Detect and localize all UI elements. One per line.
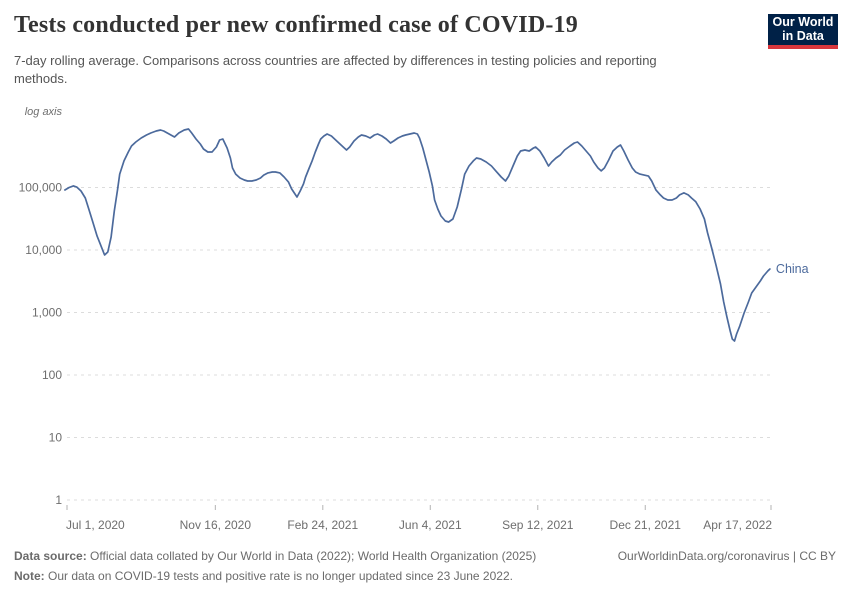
note-text: Note: Our data on COVID-19 tests and pos… [14, 569, 513, 583]
y-axis-tick-label: 1 [55, 493, 62, 507]
y-axis-tick-label: 1,000 [32, 306, 62, 320]
chart-subtitle: 7-day rolling average. Comparisons acros… [14, 53, 657, 86]
line-chart-canvas[interactable]: 100,000 10,000 1,000 100 10 1 log axis Jul 1, 2… [0, 0, 850, 545]
owid-logo-line1: Our World [772, 15, 834, 29]
x-axis-tick-label: Apr 17, 2022 [703, 518, 772, 532]
log-axis-label: log axis [25, 106, 63, 118]
y-axis-tick-label: 100,000 [19, 181, 63, 195]
owid-coronavirus-link[interactable]: OurWorldinData.org/coronavirus | CC BY [617, 549, 836, 563]
footer-note-row: Note: Our data on COVID-19 tests and pos… [14, 566, 836, 586]
y-axis-tick-label: 10,000 [25, 243, 62, 257]
y-axis-tick-label: 10 [49, 431, 63, 445]
y-axis-tick-label: 100 [42, 368, 62, 382]
series-line-china[interactable] [64, 128, 771, 342]
owid-logo-line2: in Data [782, 29, 824, 43]
owid-logo[interactable]: Our World in Data [768, 14, 838, 49]
x-axis-tick-label: Dec 21, 2021 [610, 518, 682, 532]
x-axis-tick-label: Sep 12, 2021 [502, 518, 574, 532]
data-source-label: Data source: [14, 549, 87, 563]
data-source-text: Data source: Official data collated by O… [14, 549, 537, 563]
footer-source-row: Data source: Official data collated by O… [14, 546, 836, 566]
x-axis-tick-label: Feb 24, 2021 [287, 518, 358, 532]
x-axis-tick-label: Jun 4, 2021 [399, 518, 462, 532]
x-axis-tick-label: Nov 16, 2020 [180, 518, 252, 532]
page-title: Tests conducted per new confirmed case o… [14, 12, 578, 38]
note-label: Note: [14, 569, 45, 583]
x-axis-tick-label: Jul 1, 2020 [66, 518, 125, 532]
series-end-label-china[interactable]: China [776, 262, 809, 276]
chart-footer: Data source: Official data collated by O… [14, 546, 836, 586]
